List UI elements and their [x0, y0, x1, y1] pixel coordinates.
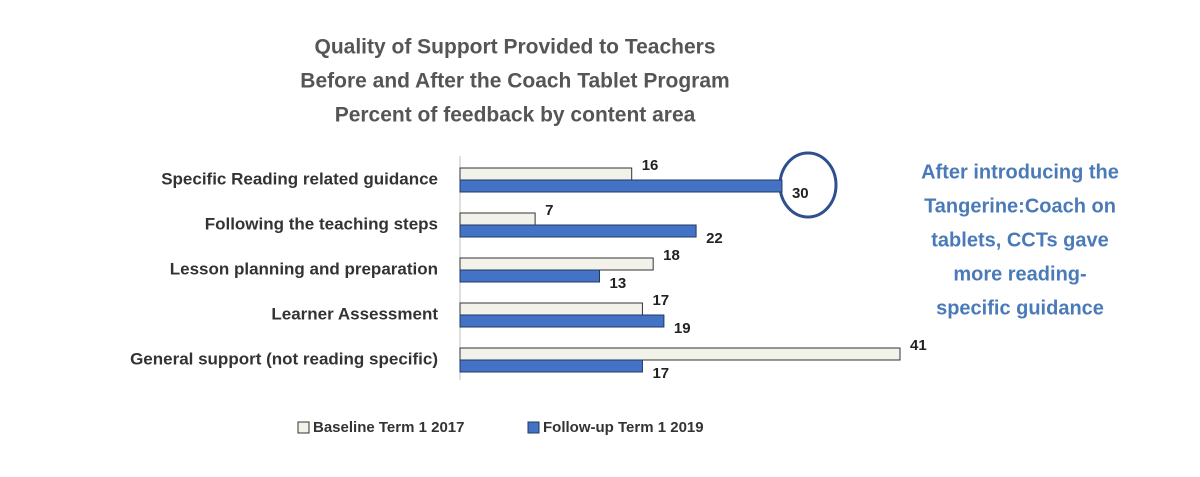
annotation: tablets, CCTs gave [931, 229, 1108, 251]
value-label: 17 [652, 365, 669, 382]
bar [459, 224, 697, 238]
value-label: 13 [610, 275, 627, 292]
bar [459, 179, 783, 193]
category-label: Learner Assessment [271, 304, 438, 323]
value-label: 18 [663, 247, 680, 264]
bar [459, 212, 536, 226]
bar [459, 314, 665, 328]
bar [459, 347, 901, 361]
category-label: General support (not reading specific) [130, 349, 438, 368]
bar [459, 167, 633, 181]
legend-label: Follow-up Term 1 2019 [543, 419, 704, 436]
value-label: 30 [792, 185, 809, 202]
chart-title: Quality of Support Provided to Teachers [315, 36, 716, 59]
annotation: more reading- [953, 263, 1086, 285]
bar [459, 302, 643, 316]
bar [459, 257, 654, 271]
legend-label: Baseline Term 1 2017 [313, 419, 464, 436]
category-label: Lesson planning and preparation [170, 259, 438, 278]
value-label: 17 [652, 292, 669, 309]
value-label: 19 [674, 320, 691, 337]
annotation: specific guidance [936, 297, 1104, 319]
annotation: After introducing the [921, 161, 1119, 183]
value-label: 16 [642, 157, 659, 174]
bar [459, 359, 643, 373]
chart-title: Before and After the Coach Tablet Progra… [300, 70, 729, 93]
legend-swatch [527, 421, 540, 434]
bar [459, 269, 601, 283]
value-label: 7 [545, 202, 553, 219]
annotation: Tangerine:Coach on [924, 195, 1116, 217]
value-label: 41 [910, 337, 927, 354]
category-label: Specific Reading related guidance [161, 169, 438, 188]
chart-title: Percent of feedback by content area [335, 104, 696, 127]
category-label: Following the teaching steps [205, 214, 438, 233]
legend-swatch [297, 421, 310, 434]
value-label: 22 [706, 230, 723, 247]
